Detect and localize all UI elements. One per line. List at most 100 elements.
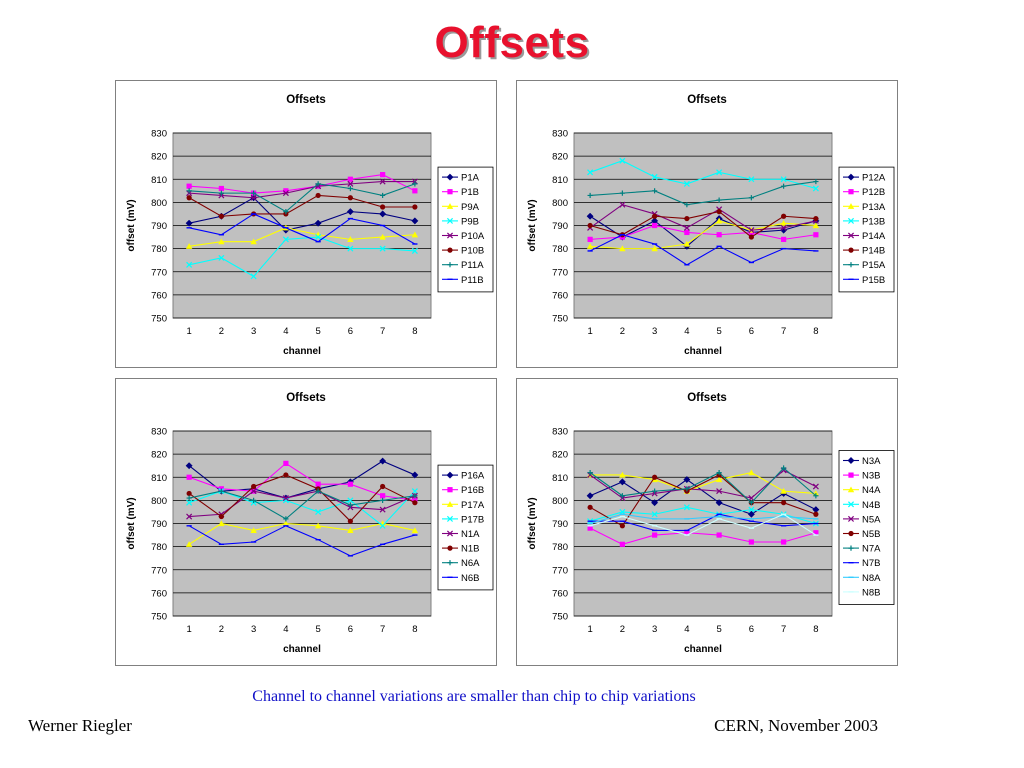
series-p11a bbox=[186, 181, 418, 215]
data-point bbox=[185, 243, 193, 249]
legend-item: N4A bbox=[843, 485, 881, 496]
legend-item: P1B bbox=[442, 187, 479, 198]
data-point bbox=[652, 222, 658, 229]
x-tick-label: 1 bbox=[587, 326, 592, 337]
y-tick-label: 830 bbox=[151, 129, 167, 140]
legend-marker bbox=[848, 189, 854, 195]
series-line bbox=[590, 224, 816, 240]
x-tick-label: 8 bbox=[412, 326, 417, 337]
legend-label: N1A bbox=[461, 529, 480, 540]
series-n3b bbox=[587, 525, 819, 547]
chart-top-left: Offsets 750 760 770 780 790 800 810 820 830 1 2 3 4 5 6… bbox=[115, 80, 497, 368]
series-line bbox=[589, 478, 817, 515]
data-point bbox=[379, 506, 386, 513]
legend-marker bbox=[447, 487, 453, 493]
x-tick-label: 2 bbox=[219, 624, 224, 635]
legend-item: P1A bbox=[442, 173, 480, 184]
x-tick-label: 5 bbox=[315, 326, 320, 337]
data-point bbox=[315, 508, 322, 515]
legend-item: P13B bbox=[843, 216, 885, 227]
series-p13b bbox=[587, 157, 819, 192]
data-point bbox=[346, 208, 354, 216]
data-point bbox=[315, 488, 321, 494]
data-point bbox=[716, 470, 722, 476]
data-point bbox=[186, 261, 193, 268]
y-tick-label: 820 bbox=[552, 152, 568, 163]
legend-label: N8B bbox=[862, 587, 880, 598]
footer-venue-date: CERN, November 2003 bbox=[714, 716, 878, 735]
legend-marker bbox=[447, 262, 453, 268]
legend-item: N5A bbox=[843, 514, 881, 525]
x-tick-label: 1 bbox=[186, 624, 191, 635]
legend-box bbox=[437, 166, 494, 293]
data-point bbox=[250, 238, 257, 245]
x-tick-label: 4 bbox=[684, 624, 689, 635]
data-point bbox=[185, 219, 193, 227]
x-tick-label: 4 bbox=[283, 624, 288, 635]
legend-marker bbox=[847, 501, 855, 508]
data-point bbox=[186, 513, 193, 520]
legend-item: P14A bbox=[843, 231, 886, 242]
data-point bbox=[347, 236, 354, 242]
data-point bbox=[587, 470, 593, 476]
legend-marker bbox=[447, 545, 453, 551]
legend-label: N1B bbox=[461, 544, 479, 555]
x-tick-label: 2 bbox=[620, 326, 625, 337]
x-tick-label: 5 bbox=[716, 326, 721, 337]
x-tick-label: 3 bbox=[251, 624, 256, 635]
legend-label: P9A bbox=[461, 202, 480, 213]
series-p11b bbox=[186, 213, 418, 245]
data-point bbox=[781, 500, 787, 506]
data-point bbox=[347, 180, 354, 187]
series-line bbox=[590, 513, 816, 531]
series-line bbox=[590, 220, 816, 250]
data-point bbox=[684, 215, 690, 222]
series-p1a bbox=[185, 194, 419, 234]
data-point bbox=[651, 511, 658, 518]
series-line bbox=[589, 527, 817, 545]
y-tick-label: 810 bbox=[552, 473, 568, 484]
series-line bbox=[589, 513, 817, 536]
data-point bbox=[186, 188, 192, 194]
x-tick-label: 2 bbox=[620, 624, 625, 635]
legend-label: P14A bbox=[862, 231, 886, 242]
y-tick-label: 810 bbox=[151, 473, 167, 484]
data-point bbox=[587, 169, 594, 176]
legend-label: P11A bbox=[461, 260, 484, 271]
data-point bbox=[315, 481, 321, 487]
x-tick-label: 5 bbox=[716, 624, 721, 635]
data-point bbox=[314, 522, 322, 529]
legend-box bbox=[838, 450, 895, 605]
data-point bbox=[651, 499, 659, 507]
legend-label: N5A bbox=[862, 514, 881, 525]
legend-marker bbox=[447, 560, 453, 566]
data-point bbox=[315, 234, 322, 241]
data-point bbox=[781, 236, 787, 242]
data-point bbox=[186, 474, 192, 480]
y-tick-label: 770 bbox=[151, 565, 167, 576]
x-axis-label: channel bbox=[684, 644, 722, 655]
data-point bbox=[283, 209, 289, 215]
data-point bbox=[586, 212, 594, 220]
data-point bbox=[282, 190, 289, 197]
data-point bbox=[781, 183, 787, 189]
series-line bbox=[189, 236, 415, 278]
y-tick-label: 780 bbox=[151, 542, 167, 553]
data-point bbox=[380, 483, 386, 490]
legend-label: P17B bbox=[461, 514, 484, 525]
y-tick-label: 760 bbox=[552, 588, 568, 599]
legend-marker bbox=[847, 173, 855, 181]
data-point bbox=[812, 185, 819, 192]
series-p17a bbox=[185, 520, 419, 547]
series-line bbox=[589, 160, 817, 190]
data-point bbox=[250, 273, 257, 280]
series-line bbox=[590, 472, 816, 494]
data-point bbox=[813, 215, 819, 222]
data-point bbox=[587, 525, 593, 531]
data-point bbox=[282, 520, 290, 527]
slide-caption: Channel to channel variations are smalle… bbox=[252, 688, 696, 705]
data-point bbox=[412, 493, 418, 499]
x-tick-label: 8 bbox=[813, 326, 818, 337]
legend-label: P12A bbox=[862, 173, 886, 184]
y-tick-label: 790 bbox=[552, 519, 568, 530]
